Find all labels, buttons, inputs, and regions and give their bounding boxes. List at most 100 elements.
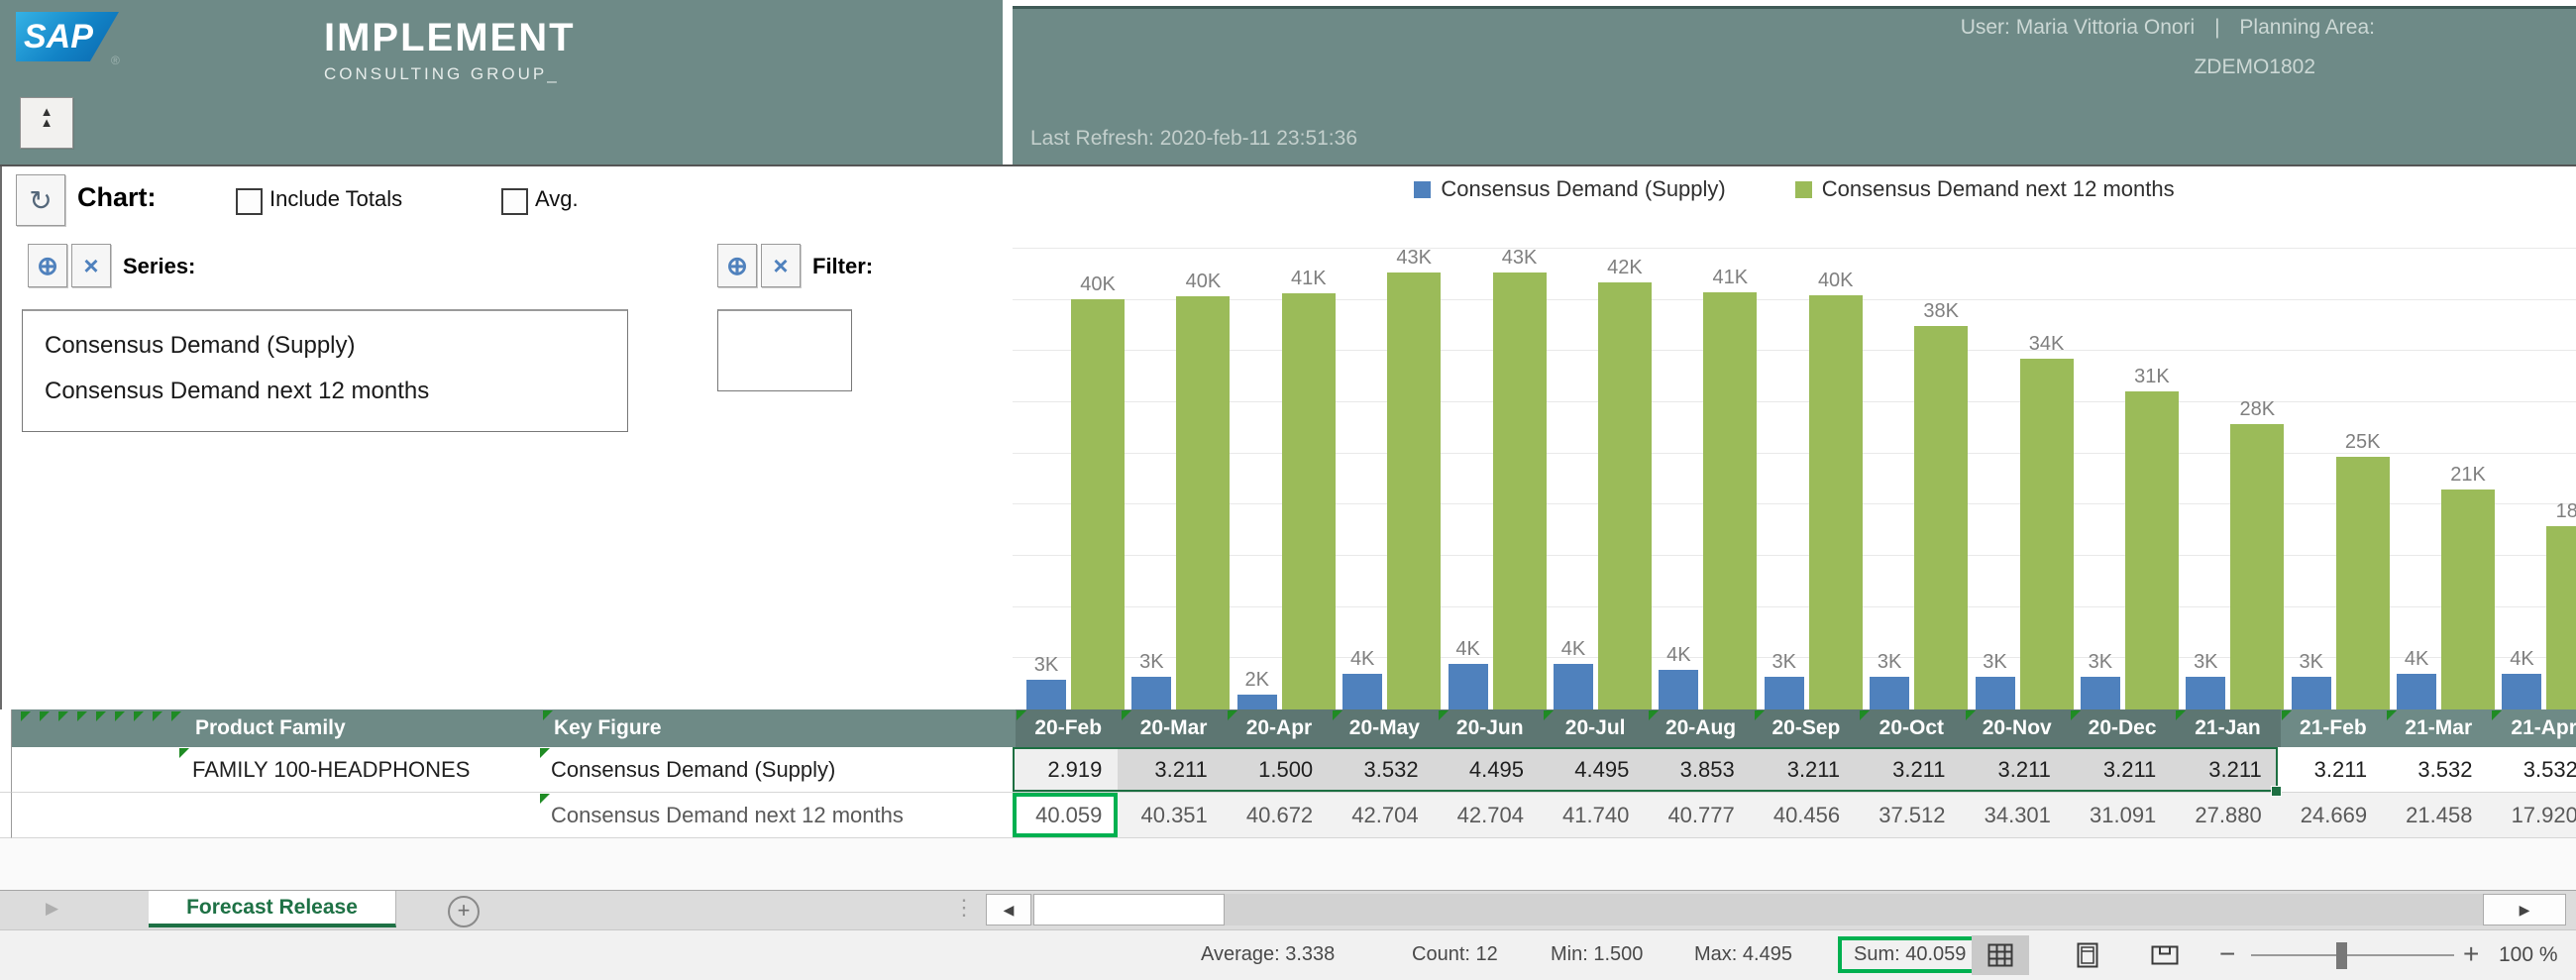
value-cell-20-jul[interactable]: 4.495 — [1539, 747, 1646, 793]
legend-item-next12[interactable]: Consensus Demand next 12 months — [1794, 176, 2175, 202]
tab-splitter-handle[interactable]: ⋮ — [953, 895, 975, 920]
key-figure-header-label: Key Figure — [554, 716, 662, 739]
value-cell-21-jan[interactable]: 3.211 — [2172, 747, 2282, 797]
value-cell-20-aug[interactable]: 3.853 — [1645, 747, 1751, 793]
value-cell-20-sep[interactable]: 3.211 — [1750, 747, 1857, 793]
zoom-slider-track[interactable] — [2251, 954, 2454, 956]
key-figure-cell[interactable]: Consensus Demand next 12 months — [539, 793, 1013, 838]
value-cell-20-feb[interactable]: 40.059 — [1013, 793, 1119, 838]
series-column: 3K — [2290, 651, 2333, 709]
sheet-empty-area — [0, 838, 2576, 890]
zoom-in-button[interactable]: + — [2463, 938, 2480, 969]
series-column: 43K — [1492, 247, 1548, 709]
key-figure-cell[interactable]: Consensus Demand (Supply) — [539, 747, 1013, 793]
legend-item-supply[interactable]: Consensus Demand (Supply) — [1414, 176, 1726, 202]
series-item[interactable]: Consensus Demand next 12 months — [45, 378, 430, 404]
gridline — [1013, 657, 2576, 659]
value-cell-20-aug[interactable]: 40.777 — [1645, 793, 1751, 838]
scroll-left-button[interactable]: ◀ — [986, 894, 1031, 926]
value-cell-20-sep[interactable]: 40.456 — [1750, 793, 1857, 838]
page-break-preview-button[interactable] — [2136, 935, 2194, 975]
add-series-button[interactable]: ⊕ — [28, 244, 67, 287]
month-header-label: 21-Feb — [2300, 716, 2367, 739]
key-figure-value: Consensus Demand (Supply) — [551, 756, 836, 782]
value-cell-20-feb[interactable]: 2.919 — [1013, 747, 1119, 793]
value-cell-21-apr[interactable]: 17.920 — [2488, 793, 2576, 838]
zoom-out-button[interactable]: − — [2219, 938, 2236, 969]
new-sheet-button[interactable]: + — [448, 896, 480, 927]
value-cell-20-nov[interactable]: 3.211 — [1961, 747, 2067, 793]
column-header-key-figure[interactable]: Key Figure — [542, 709, 1016, 747]
value-cell-20-dec[interactable]: 31.091 — [2066, 793, 2173, 838]
value-cell-20-oct[interactable]: 37.512 — [1856, 793, 1962, 838]
value-cell-20-apr[interactable]: 1.500 — [1223, 747, 1330, 793]
column-header-20-jul[interactable]: 20-Jul — [1542, 709, 1649, 747]
value-cell-20-may[interactable]: 3.532 — [1329, 747, 1435, 793]
tab-nav-right-icon[interactable]: ▶ — [46, 899, 59, 918]
value-cell-21-mar[interactable]: 21.458 — [2383, 793, 2489, 838]
value-cell-20-dec[interactable]: 3.211 — [2066, 747, 2173, 793]
selection-fill-handle[interactable] — [2270, 786, 2282, 797]
product-family-cell[interactable] — [178, 793, 539, 838]
collapse-panel-button[interactable]: ▲ ▲ — [20, 97, 73, 149]
filter-input[interactable] — [717, 309, 852, 391]
column-header-20-jun[interactable]: 20-Jun — [1437, 709, 1543, 747]
include-totals-checkbox[interactable] — [236, 188, 263, 215]
remove-filter-button[interactable]: × — [761, 244, 801, 287]
value-cell-20-mar[interactable]: 3.211 — [1118, 747, 1224, 793]
series-item[interactable]: Consensus Demand (Supply) — [45, 332, 356, 359]
scroll-right-button[interactable]: ▶ — [2483, 894, 2566, 926]
refresh-chart-button[interactable]: ↻ — [16, 174, 65, 226]
collapsed-columns-strip — [12, 793, 178, 838]
sheet-tab-forecast-release[interactable]: Forecast Release — [149, 891, 396, 927]
value-cell-20-mar[interactable]: 40.351 — [1118, 793, 1224, 838]
value-cell-21-feb[interactable]: 24.669 — [2277, 793, 2384, 838]
column-header-20-nov[interactable]: 20-Nov — [1964, 709, 2070, 747]
value-cell-21-jan[interactable]: 27.880 — [2172, 793, 2278, 838]
column-header-21-jan[interactable]: 21-Jan — [2175, 709, 2281, 747]
planning-area-value: ZDEMO1802 — [2194, 55, 2315, 78]
value-cell-21-feb[interactable]: 3.211 — [2277, 747, 2384, 793]
column-header-20-sep[interactable]: 20-Sep — [1753, 709, 1860, 747]
normal-view-button[interactable] — [1972, 935, 2029, 975]
value-cell-20-oct[interactable]: 3.211 — [1856, 747, 1962, 793]
column-header-20-feb[interactable]: 20-Feb — [1016, 709, 1122, 747]
horizontal-scrollbar-track[interactable] — [1031, 894, 2483, 926]
page-layout-view-button[interactable] — [2059, 935, 2116, 975]
remove-series-button[interactable]: × — [71, 244, 111, 287]
value-cell-21-mar[interactable]: 3.532 — [2383, 747, 2489, 793]
marker-triangle-icon — [1438, 710, 1449, 720]
zoom-slider-thumb[interactable] — [2336, 942, 2347, 969]
horizontal-scrollbar-thumb[interactable] — [1033, 894, 1225, 926]
column-header-20-may[interactable]: 20-May — [1332, 709, 1438, 747]
column-header-21-feb[interactable]: 21-Feb — [2281, 709, 2386, 747]
product-family-cell[interactable]: FAMILY 100-HEADPHONES — [178, 747, 539, 793]
marker-triangle-icon — [540, 748, 550, 758]
bar-value-label: 4K — [1560, 638, 1586, 660]
column-header-20-aug[interactable]: 20-Aug — [1648, 709, 1754, 747]
marker-triangle-icon — [2492, 710, 2503, 720]
avg-checkbox[interactable] — [501, 188, 528, 215]
value-cell-20-may[interactable]: 42.704 — [1329, 793, 1435, 838]
column-header-20-mar[interactable]: 20-Mar — [1121, 709, 1227, 747]
add-filter-button[interactable]: ⊕ — [717, 244, 757, 287]
column-header-20-apr[interactable]: 20-Apr — [1226, 709, 1333, 747]
value-cell-20-jul[interactable]: 41.740 — [1539, 793, 1646, 838]
value-cell-21-apr[interactable]: 3.532 — [2488, 747, 2576, 793]
value-cell-20-jun[interactable]: 42.704 — [1434, 793, 1540, 838]
bar-value-label: 18K — [2555, 500, 2576, 522]
value-cell-20-nov[interactable]: 34.301 — [1961, 793, 2067, 838]
value-cell-20-jun[interactable]: 4.495 — [1434, 747, 1540, 793]
value-cell-20-apr[interactable]: 40.672 — [1223, 793, 1330, 838]
series-listbox[interactable]: Consensus Demand (Supply) Consensus Dema… — [22, 309, 628, 432]
column-header-product-family[interactable]: Product Family — [195, 716, 346, 739]
column-header-21-apr[interactable]: 21-Apr — [2491, 709, 2576, 747]
page-layout-icon — [2077, 942, 2098, 968]
bar-group-20-dec: 3K 31K — [2067, 166, 2179, 709]
column-header-20-dec[interactable]: 20-Dec — [2069, 709, 2176, 747]
column-header-20-oct[interactable]: 20-Oct — [1859, 709, 1965, 747]
month-header-label: 20-Nov — [1982, 716, 2052, 739]
marker-triangle-icon — [1860, 710, 1871, 720]
month-header-label: 20-Sep — [1771, 716, 1841, 739]
column-header-21-mar[interactable]: 21-Mar — [2386, 709, 2491, 747]
